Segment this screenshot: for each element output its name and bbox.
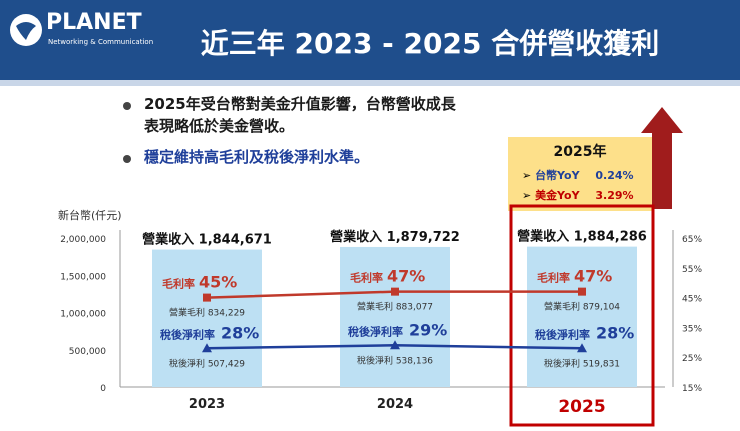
y2-tick-label: 65% bbox=[682, 235, 702, 245]
gross-margin-line bbox=[206, 290, 582, 299]
net-margin-marker bbox=[390, 340, 400, 350]
net-margin-pct: 28% bbox=[596, 323, 634, 342]
y2-tick-label: 35% bbox=[682, 324, 702, 334]
logo-subtitle: Networking & Communication bbox=[48, 38, 154, 46]
yoy-twd-label: 台幣YoY bbox=[535, 169, 580, 182]
gross-margin-marker bbox=[391, 287, 399, 296]
logo-text: PLANET bbox=[46, 10, 142, 35]
gross-margin-pct: 47% bbox=[574, 267, 612, 286]
revenue-label: 營業收入 1,844,671 bbox=[142, 232, 272, 248]
gross-profit-amount: 營業毛利 834,229 bbox=[169, 307, 245, 319]
yoy-row-twd: ➢ 台幣YoY 0.24% bbox=[522, 167, 634, 183]
page-title: 近三年 2023 - 2025 合併營收獲利 bbox=[200, 27, 660, 60]
net-margin-marker bbox=[202, 343, 212, 353]
y-tick-label: 2,000,000 bbox=[60, 235, 106, 245]
net-margin-line bbox=[206, 344, 583, 350]
x-category-label: 2023 bbox=[189, 397, 225, 412]
y2-tick-label: 15% bbox=[682, 384, 702, 394]
gross-margin-label: 毛利率 bbox=[537, 271, 570, 285]
header-bar bbox=[0, 0, 740, 80]
gross-margin-pct: 45% bbox=[199, 273, 237, 292]
revenue-bar bbox=[340, 246, 450, 387]
gross-margin-marker bbox=[578, 287, 586, 296]
gross-margin-pct: 47% bbox=[387, 267, 425, 286]
y2-tick-label: 25% bbox=[682, 354, 702, 364]
bullet-dot bbox=[123, 155, 131, 163]
net-profit-amount: 稅後淨利 538,136 bbox=[357, 354, 433, 366]
bullet-1-line-2: 表現略低於美金營收。 bbox=[144, 117, 295, 135]
header-band bbox=[0, 80, 740, 86]
net-margin-marker bbox=[577, 343, 587, 353]
net-profit-amount: 稅後淨利 519,831 bbox=[544, 357, 620, 369]
gross-profit-amount: 營業毛利 883,077 bbox=[357, 301, 433, 313]
gross-margin-label: 毛利率 bbox=[162, 277, 195, 291]
net-profit-amount: 稅後淨利 507,429 bbox=[169, 357, 245, 369]
gross-profit-amount: 營業毛利 879,104 bbox=[544, 301, 620, 313]
yoy-box: 2025年 ➢ 台幣YoY 0.24% ➢ 美金YoY 3.29% bbox=[508, 137, 652, 211]
net-margin-label: 稅後淨利率 bbox=[160, 327, 215, 341]
y2-tick-label: 55% bbox=[682, 265, 702, 275]
yoy-usd-label: 美金YoY bbox=[535, 189, 580, 202]
x-category-label: 2025 bbox=[558, 397, 605, 417]
globe-icon bbox=[10, 14, 42, 46]
net-margin-pct: 29% bbox=[409, 320, 447, 339]
net-margin-label: 稅後淨利率 bbox=[348, 324, 403, 338]
yoy-row-usd: ➢ 美金YoY 3.29% bbox=[522, 187, 634, 203]
gross-margin-marker bbox=[203, 293, 211, 302]
net-margin-pct: 28% bbox=[221, 323, 259, 342]
revenue-label: 營業收入 1,879,722 bbox=[330, 229, 460, 245]
net-margin-label: 稅後淨利率 bbox=[535, 327, 590, 341]
highlight-frame-2025 bbox=[509, 204, 655, 427]
y-axis-unit-label: 新台幣(仟元) bbox=[58, 208, 122, 222]
y-tick-label: 0 bbox=[100, 384, 106, 394]
arrow-bullet-icon: ➢ bbox=[522, 189, 532, 202]
y-tick-label: 1,000,000 bbox=[60, 310, 106, 320]
y-tick-label: 500,000 bbox=[69, 347, 106, 357]
arrow-bullet-icon: ➢ bbox=[522, 169, 532, 182]
yoy-twd-value: 0.24% bbox=[595, 169, 634, 182]
planet-logo: PLANET Networking & Communication bbox=[8, 8, 158, 58]
bullet-1-line-1: 2025年受台幣對美金升值影響，台幣營收成長 bbox=[144, 95, 456, 113]
revenue-label: 營業收入 1,884,286 bbox=[517, 229, 647, 245]
y2-tick-label: 45% bbox=[682, 295, 702, 305]
up-arrow-icon bbox=[641, 107, 683, 209]
y-tick-label: 1,500,000 bbox=[60, 272, 106, 282]
yoy-box-title: 2025年 bbox=[553, 144, 607, 160]
x-category-label: 2024 bbox=[377, 397, 413, 412]
revenue-bar bbox=[527, 246, 637, 387]
bullet-dot bbox=[123, 102, 131, 110]
yoy-usd-value: 3.29% bbox=[595, 189, 634, 202]
gross-margin-label: 毛利率 bbox=[350, 271, 383, 285]
revenue-bar bbox=[152, 249, 262, 387]
bullet-2-line-1: 穩定維持高毛利及稅後淨利水準。 bbox=[144, 148, 370, 166]
